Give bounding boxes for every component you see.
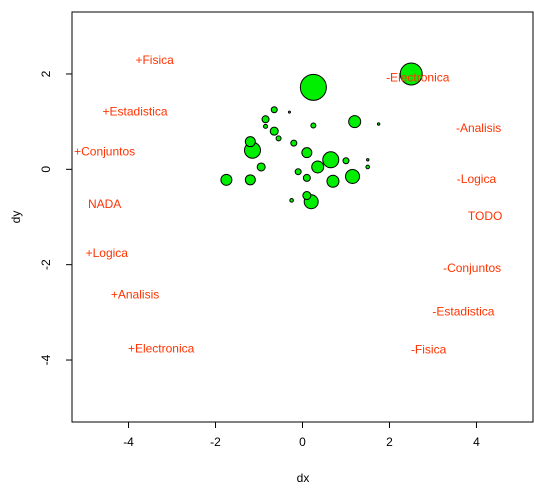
data-point	[302, 173, 311, 182]
x-tick-label: -4	[123, 435, 134, 449]
x-tick-label: -2	[210, 435, 221, 449]
data-point	[244, 174, 256, 186]
data-point	[311, 160, 325, 174]
x-axis: -4 -2 0 2 4	[123, 422, 480, 449]
data-point	[348, 115, 362, 129]
data-point	[290, 139, 298, 147]
y-tick-label: 0	[39, 166, 53, 173]
annotation-label: +Electronica	[128, 341, 195, 355]
y-tick-label: -4	[39, 354, 53, 365]
data-points	[220, 62, 423, 210]
data-point	[376, 122, 381, 126]
x-axis-label: dx	[297, 471, 310, 485]
annotation-label: +Logica	[86, 246, 129, 260]
data-point	[275, 135, 282, 142]
data-point	[270, 106, 278, 114]
annotation-label: -Estadistica	[432, 305, 494, 319]
data-point	[301, 147, 313, 159]
annotation-label: +Estadistica	[103, 104, 168, 118]
x-tick-label: 2	[386, 435, 393, 449]
y-axis: -4 -2 0 2	[39, 70, 72, 365]
annotation-label: +Analisis	[111, 287, 159, 301]
data-point	[326, 174, 340, 188]
data-point	[366, 158, 370, 162]
data-point	[220, 173, 233, 186]
data-point	[299, 73, 327, 101]
y-tick-label: -2	[39, 259, 53, 270]
data-point	[269, 126, 279, 136]
data-point	[287, 110, 291, 114]
data-point	[263, 123, 269, 129]
annotation-label: +Fisica	[135, 53, 174, 67]
y-axis-label: dy	[9, 211, 23, 224]
data-point	[365, 164, 371, 170]
annotations: +Fisica -Electronica +Estadistica -Analisis…	[74, 53, 502, 357]
data-point	[261, 115, 270, 124]
data-point	[302, 191, 312, 201]
data-point	[399, 62, 423, 86]
data-point	[310, 122, 317, 129]
annotation-label: -Conjuntos	[443, 261, 501, 275]
annotation-label: -Logica	[457, 172, 497, 186]
x-tick-label: 4	[473, 435, 480, 449]
data-point	[322, 151, 340, 169]
data-point	[256, 162, 266, 172]
data-point	[342, 157, 350, 165]
annotation-label: +Conjuntos	[74, 144, 135, 158]
data-point	[244, 136, 256, 148]
y-tick-label: 2	[39, 70, 53, 77]
data-point	[345, 168, 361, 184]
annotation-label: NADA	[88, 197, 121, 211]
annotation-label: -Analisis	[456, 121, 501, 135]
annotation-label: TODO	[468, 209, 502, 223]
data-point	[294, 168, 302, 176]
annotation-label: -Fisica	[411, 343, 447, 357]
data-point	[289, 198, 294, 203]
plot-frame	[71, 11, 534, 423]
annotation-label: -Electronica	[386, 71, 450, 85]
x-tick-label: 0	[299, 435, 306, 449]
